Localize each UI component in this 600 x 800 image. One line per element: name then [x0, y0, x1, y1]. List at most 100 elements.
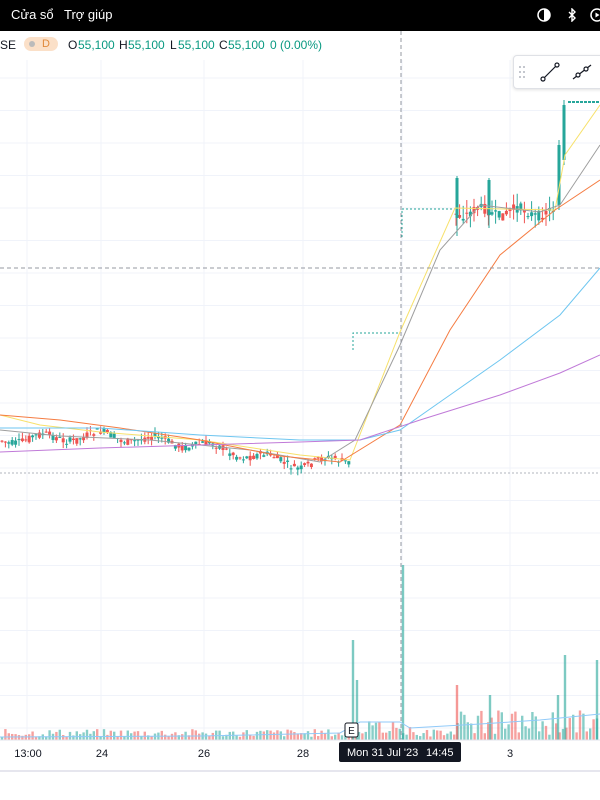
play-circle-icon[interactable] — [590, 8, 600, 22]
volume-bar — [191, 729, 194, 740]
symbol-name[interactable]: SE — [0, 38, 17, 52]
event-marker-box — [344, 722, 359, 738]
candle-body — [320, 457, 324, 462]
candle-body — [14, 440, 18, 445]
menu-help[interactable]: Trợ giúp — [64, 7, 113, 22]
volume-bar — [262, 731, 265, 740]
candle-body — [275, 454, 279, 459]
crosshair-time-label: 14:45 — [426, 747, 454, 759]
candle-body — [282, 461, 286, 464]
volume-bar — [585, 731, 588, 740]
volume-bars — [0, 565, 599, 740]
price-step-1 — [352, 332, 400, 350]
candle-body — [122, 442, 126, 444]
candle-body — [494, 210, 498, 212]
volume-bar — [524, 726, 527, 740]
volume-bar — [106, 734, 109, 740]
volume-bar — [259, 730, 262, 740]
candle-body — [20, 438, 24, 442]
candle-body — [238, 457, 242, 459]
candle-body — [173, 445, 177, 449]
bluetooth-icon[interactable] — [565, 8, 579, 22]
volume-bar — [68, 731, 72, 740]
volume-bar — [551, 712, 554, 740]
volume-bar — [181, 734, 184, 740]
volume-bar — [459, 711, 463, 740]
candle-body — [272, 457, 276, 459]
chart-grid — [0, 60, 600, 738]
crosshair-date-label: Mon 31 Jul '23 — [347, 747, 418, 759]
ma-orange — [0, 179, 600, 463]
volume-bar — [466, 722, 469, 740]
candle-body — [289, 468, 293, 470]
volume-bar — [96, 729, 99, 740]
drag-handle-icon[interactable] — [518, 64, 526, 80]
candle-body — [235, 456, 239, 460]
candle-body — [160, 437, 164, 439]
volume-bar — [320, 730, 323, 740]
volume-bar — [436, 730, 439, 740]
volume-bar — [572, 714, 575, 740]
volume-bar — [412, 732, 415, 740]
volume-bar — [497, 710, 500, 740]
volume-bar — [102, 729, 106, 740]
candle-body — [241, 459, 245, 461]
volume-bar — [4, 729, 7, 740]
volume-bar — [21, 735, 24, 740]
volume-bar — [167, 736, 170, 740]
candle-body — [156, 436, 160, 439]
candle-body — [537, 210, 541, 221]
volume-bar — [296, 733, 299, 740]
ray-line-icon[interactable] — [570, 60, 594, 84]
volume-bar — [453, 734, 456, 740]
volume-bar — [272, 732, 276, 740]
menu-window[interactable]: Cửa sổ — [11, 7, 54, 22]
volume-bar — [538, 731, 541, 740]
candle-body — [313, 458, 317, 460]
candle-body — [508, 208, 512, 212]
volume-bar — [65, 736, 68, 740]
candle-body — [544, 210, 548, 215]
trend-line-icon[interactable] — [538, 60, 562, 84]
moving-averages — [0, 104, 600, 738]
x-tick-label: 28 — [297, 748, 309, 760]
candle-body — [286, 460, 290, 462]
candle-body — [347, 461, 351, 465]
volume-bar — [558, 732, 561, 740]
volume-bar — [147, 735, 150, 740]
volume-bar — [330, 736, 333, 740]
candle-body — [85, 432, 89, 438]
volume-bar — [449, 731, 452, 740]
volume-bar — [194, 730, 197, 740]
volume-bar — [487, 722, 490, 740]
volume-spike — [351, 640, 355, 740]
volume-bar — [283, 736, 286, 740]
candle-body — [224, 448, 228, 450]
high-value: 55,100 — [128, 38, 165, 52]
price-chart[interactable]: 13:00 24 26 28 3 Mon 31 Jul '23 14:45 E — [0, 0, 600, 770]
volume-bar — [208, 735, 211, 740]
volume-bar — [109, 730, 112, 740]
volume-bar — [126, 730, 129, 740]
candle-body — [146, 437, 150, 439]
candle-body — [540, 217, 544, 220]
volume-bar — [405, 734, 408, 740]
candle-body — [184, 444, 188, 451]
candle-body — [296, 467, 300, 470]
volume-bar — [527, 728, 531, 740]
candle-body — [7, 442, 11, 444]
volume-bar — [364, 731, 367, 740]
contrast-icon[interactable] — [537, 8, 551, 22]
volume-bar — [378, 722, 381, 740]
volume-bar — [38, 736, 41, 740]
volume-bar — [337, 732, 340, 740]
open-value: 55,100 — [78, 38, 115, 52]
volume-bar — [48, 730, 51, 740]
interval-badge[interactable]: D — [24, 37, 58, 51]
drawing-toolbar — [513, 55, 600, 89]
volume-bar — [480, 710, 483, 740]
volume-bar — [153, 733, 157, 740]
candle-body — [522, 209, 526, 213]
volume-bar — [113, 731, 116, 740]
volume-bar — [249, 734, 252, 740]
